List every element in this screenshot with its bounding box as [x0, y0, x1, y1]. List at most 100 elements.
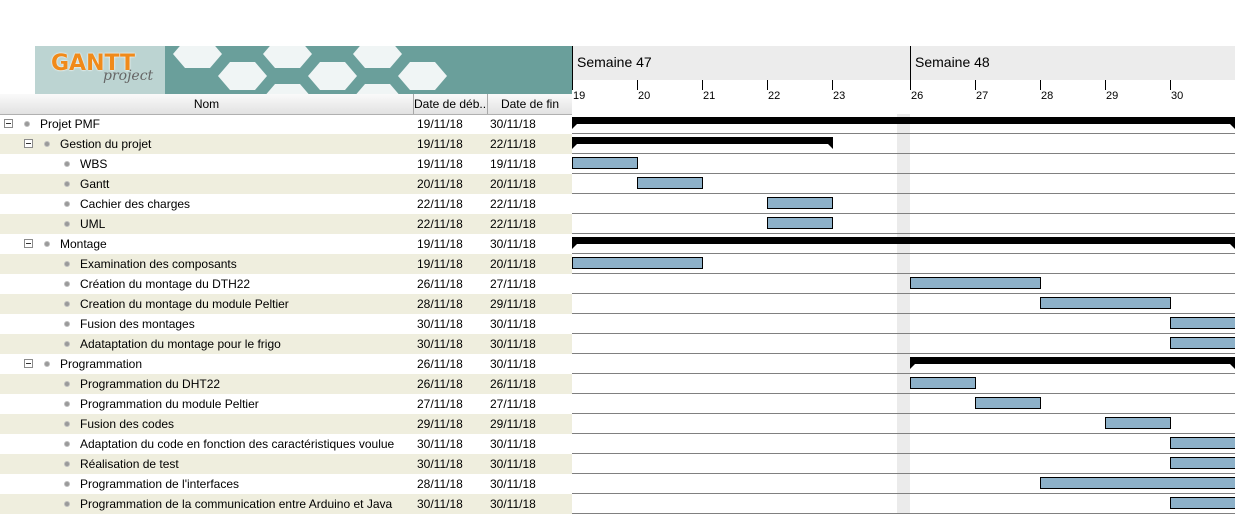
- task-name[interactable]: Fusion des montages: [80, 317, 195, 331]
- summary-bar[interactable]: [910, 357, 1235, 369]
- task-end-date: 30/11/18: [490, 437, 536, 451]
- row-gridline: [572, 313, 1235, 314]
- task-row[interactable]: Programmation 26/11/18 30/11/18: [0, 354, 572, 374]
- task-name[interactable]: Fusion des codes: [80, 417, 175, 431]
- collapse-toggle-icon[interactable]: [4, 119, 13, 128]
- summary-bar[interactable]: [572, 137, 833, 149]
- task-bar[interactable]: [572, 257, 703, 269]
- task-bar[interactable]: [572, 157, 638, 169]
- task-name[interactable]: Creation du montage du module Peltier: [80, 297, 289, 311]
- task-name[interactable]: Programmation de l'interfaces: [80, 477, 240, 491]
- gantt-chart[interactable]: Semaine 47 Semaine 48 19 20 21 22 23 26 27 28 29…: [572, 0, 1235, 514]
- task-bar[interactable]: [1040, 477, 1235, 489]
- column-header-name[interactable]: Nom: [0, 94, 414, 114]
- row-gridline: [572, 293, 1235, 294]
- task-row[interactable]: Programmation de la communication entre …: [0, 494, 572, 514]
- task-bar[interactable]: [1170, 497, 1235, 509]
- task-start-date: 19/11/18: [417, 117, 463, 131]
- task-row[interactable]: Création du montage du DTH22 26/11/18 27/1…: [0, 274, 572, 294]
- task-row[interactable]: Programmation du module Peltier 27/11/18 2…: [0, 394, 572, 414]
- task-bar[interactable]: [767, 217, 833, 229]
- task-row[interactable]: Gantt 20/11/18 20/11/18: [0, 174, 572, 194]
- row-gridline: [572, 193, 1235, 194]
- task-name[interactable]: Adaptation du code en fonction des carac…: [80, 437, 395, 451]
- hexagon-pattern: [35, 46, 447, 94]
- task-end-date: 27/11/18: [490, 277, 536, 291]
- task-start-date: 26/11/18: [417, 357, 463, 371]
- day-tick: [702, 80, 703, 90]
- task-row[interactable]: Programmation du DHT22 26/11/18 26/11/18: [0, 374, 572, 394]
- day-label: 26: [911, 90, 924, 102]
- collapse-toggle-icon[interactable]: [24, 239, 33, 248]
- column-header-end[interactable]: Date de fin: [500, 97, 560, 111]
- task-bar[interactable]: [1105, 417, 1171, 429]
- week-header: Semaine 47 Semaine 48: [572, 46, 1235, 81]
- task-name[interactable]: Réalisation de test: [80, 457, 179, 471]
- task-end-date: 22/11/18: [490, 197, 536, 211]
- task-bar[interactable]: [767, 197, 833, 209]
- task-row[interactable]: WBS 19/11/18 19/11/18: [0, 154, 572, 174]
- task-name[interactable]: Examination des composants: [80, 257, 237, 271]
- weekend-shade: [897, 114, 910, 514]
- week-separator: [910, 46, 911, 80]
- task-row[interactable]: Réalisation de test 30/11/18 30/11/18: [0, 454, 572, 474]
- summary-bar[interactable]: [572, 237, 1235, 249]
- row-gridline: [572, 493, 1235, 494]
- task-name[interactable]: Programmation de la communication entre …: [80, 497, 393, 511]
- task-bar[interactable]: [975, 397, 1041, 409]
- task-name[interactable]: Gantt: [80, 177, 110, 191]
- task-row[interactable]: Examination des composants 19/11/18 20/11/…: [0, 254, 572, 274]
- task-row[interactable]: Gestion du projet 19/11/18 22/11/18: [0, 134, 572, 154]
- task-start-date: 19/11/18: [417, 157, 463, 171]
- task-row[interactable]: Adataptation du montage pour le frigo 30/…: [0, 334, 572, 354]
- task-bullet-icon: [64, 281, 70, 287]
- summary-bar[interactable]: [572, 117, 1235, 129]
- row-gridline: [572, 273, 1235, 274]
- task-bullet-icon: [64, 401, 70, 407]
- task-start-date: 20/11/18: [417, 177, 463, 191]
- task-row[interactable]: Programmation de l'interfaces 28/11/18 30/…: [0, 474, 572, 494]
- task-start-date: 28/11/18: [417, 477, 463, 491]
- task-bar[interactable]: [637, 177, 703, 189]
- task-row[interactable]: Montage 19/11/18 30/11/18: [0, 234, 572, 254]
- task-name[interactable]: UML: [80, 217, 106, 231]
- task-row[interactable]: Adaptation du code en fonction des carac…: [0, 434, 572, 454]
- collapse-toggle-icon[interactable]: [24, 359, 33, 368]
- task-row[interactable]: Cachier des charges 22/11/18 22/11/18: [0, 194, 572, 214]
- collapse-toggle-icon[interactable]: [24, 139, 33, 148]
- task-bar[interactable]: [1170, 337, 1235, 349]
- task-row[interactable]: Fusion des montages 30/11/18 30/11/18: [0, 314, 572, 334]
- task-name[interactable]: Programmation du DHT22: [80, 377, 221, 391]
- task-name[interactable]: Programmation du module Peltier: [80, 397, 259, 411]
- task-name[interactable]: WBS: [80, 157, 108, 171]
- column-header-start[interactable]: Date de déb...: [414, 94, 488, 114]
- task-row[interactable]: Fusion des codes 29/11/18 29/11/18: [0, 414, 572, 434]
- task-bar[interactable]: [910, 377, 976, 389]
- task-start-date: 30/11/18: [417, 497, 463, 511]
- task-name[interactable]: Cachier des charges: [80, 197, 191, 211]
- task-bar[interactable]: [910, 277, 1041, 289]
- task-end-date: 22/11/18: [490, 137, 536, 151]
- task-start-date: 30/11/18: [417, 457, 463, 471]
- task-end-date: 29/11/18: [490, 297, 536, 311]
- task-name[interactable]: Montage: [60, 237, 107, 251]
- task-bar[interactable]: [1170, 457, 1235, 469]
- task-bullet-icon: [64, 461, 70, 467]
- task-name[interactable]: Projet PMF: [40, 117, 101, 131]
- row-gridline: [572, 413, 1235, 414]
- task-row[interactable]: Projet PMF 19/11/18 30/11/18: [0, 114, 572, 134]
- task-bar[interactable]: [1040, 297, 1171, 309]
- task-end-date: 30/11/18: [490, 357, 536, 371]
- row-gridline: [572, 433, 1235, 434]
- task-end-date: 30/11/18: [490, 337, 536, 351]
- task-name[interactable]: Adataptation du montage pour le frigo: [80, 337, 281, 351]
- task-row[interactable]: UML 22/11/18 22/11/18: [0, 214, 572, 234]
- task-bar[interactable]: [1170, 437, 1235, 449]
- task-end-date: 26/11/18: [490, 377, 536, 391]
- task-row[interactable]: Creation du montage du module Peltier 28/…: [0, 294, 572, 314]
- task-name[interactable]: Gestion du projet: [60, 137, 152, 151]
- task-bar[interactable]: [1170, 317, 1235, 329]
- task-name[interactable]: Programmation: [60, 357, 143, 371]
- day-label: 28: [1041, 90, 1054, 102]
- task-name[interactable]: Création du montage du DTH22: [80, 277, 251, 291]
